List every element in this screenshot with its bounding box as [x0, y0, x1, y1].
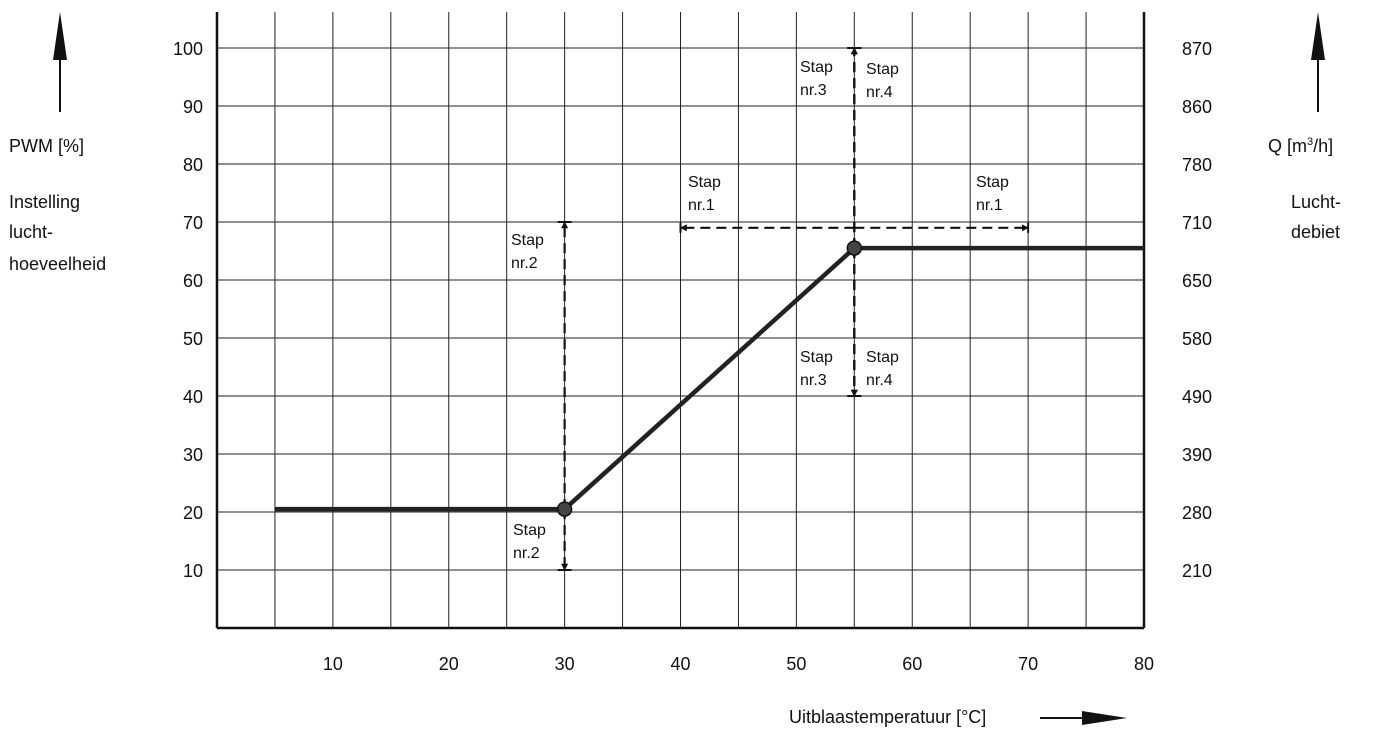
y-tick-label-right: 490 [1182, 387, 1212, 407]
series-line [274, 245, 1144, 512]
x-tick-label: 40 [670, 654, 690, 674]
left-axis-subtitle-line-1: Instelling [9, 192, 80, 212]
x-tick-label: 30 [555, 654, 575, 674]
x-axis-title: Uitblaastemperatuur [°C] [789, 707, 986, 727]
y-tick-label-left: 80 [183, 155, 203, 175]
y-tick-label-left: 50 [183, 329, 203, 349]
y-tick-label-right: 650 [1182, 271, 1212, 291]
right-axis-subtitle-line-2: debiet [1291, 222, 1340, 242]
y-tick-label-right: 710 [1182, 213, 1212, 233]
right-axis-title: Q [m3/h] [1268, 136, 1333, 156]
y-tick-label-right: 780 [1182, 155, 1212, 175]
x-tick-label: 70 [1018, 654, 1038, 674]
y-tick-label-left: 10 [183, 561, 203, 581]
y-tick-label-left: 60 [183, 271, 203, 291]
adjustment-label: Stap nr.2 [513, 522, 546, 562]
left-axis-arrow-icon [53, 12, 67, 60]
adjustment-label: Stap nr.1 [976, 174, 1009, 214]
left-axis-subtitle-line-3: hoeveelheid [9, 254, 106, 274]
adjustment-label: Stap nr.1 [688, 174, 721, 214]
adjustment-label: Stap nr.4 [866, 349, 899, 389]
x-tick-label: 10 [323, 654, 343, 674]
y-tick-label-right: 860 [1182, 97, 1212, 117]
x-axis-arrow-icon [1082, 711, 1127, 725]
y-tick-label-right: 280 [1182, 503, 1212, 523]
y-tick-label-left: 90 [183, 97, 203, 117]
y-tick-label-left: 30 [183, 445, 203, 465]
right-axis-subtitle-line-1: Lucht- [1291, 192, 1341, 212]
x-tick-label: 50 [786, 654, 806, 674]
x-tick-label: 20 [439, 654, 459, 674]
y-tick-label-left: 40 [183, 387, 203, 407]
tick-labels: 10 20 30 40 50 60 70 80 10 210 20 280 30 390 40 490 50 58… [173, 39, 1212, 674]
y-tick-label-left: 20 [183, 503, 203, 523]
key-point-marker [846, 240, 863, 256]
y-tick-label-left: 100 [173, 39, 203, 59]
y-tick-label-right: 870 [1182, 39, 1212, 59]
annotations: Stap nr.1 Stap nr.1 Stap nr.2 Stap nr.2 Stap nr.3… [511, 59, 1009, 562]
left-axis-subtitle-line-2: lucht- [9, 222, 53, 242]
adjustment-label: Stap nr.4 [866, 61, 899, 101]
y-tick-label-right: 580 [1182, 329, 1212, 349]
adjustment-label: Stap nr.3 [800, 59, 833, 99]
grid [217, 12, 1144, 628]
series [274, 240, 1144, 517]
x-tick-label: 80 [1134, 654, 1154, 674]
left-axis-title: PWM [%] [9, 136, 84, 156]
y-tick-label-right: 210 [1182, 561, 1212, 581]
adjustment-arrows [557, 47, 1030, 571]
adjustment-label: Stap nr.3 [800, 349, 833, 389]
adjustment-label: Stap nr.2 [511, 232, 544, 272]
y-tick-label-right: 390 [1182, 445, 1212, 465]
key-point-marker [556, 501, 573, 517]
y-tick-label-left: 70 [183, 213, 203, 233]
right-axis-arrow-icon [1311, 12, 1325, 60]
x-tick-label: 60 [902, 654, 922, 674]
axes [215, 12, 1146, 630]
